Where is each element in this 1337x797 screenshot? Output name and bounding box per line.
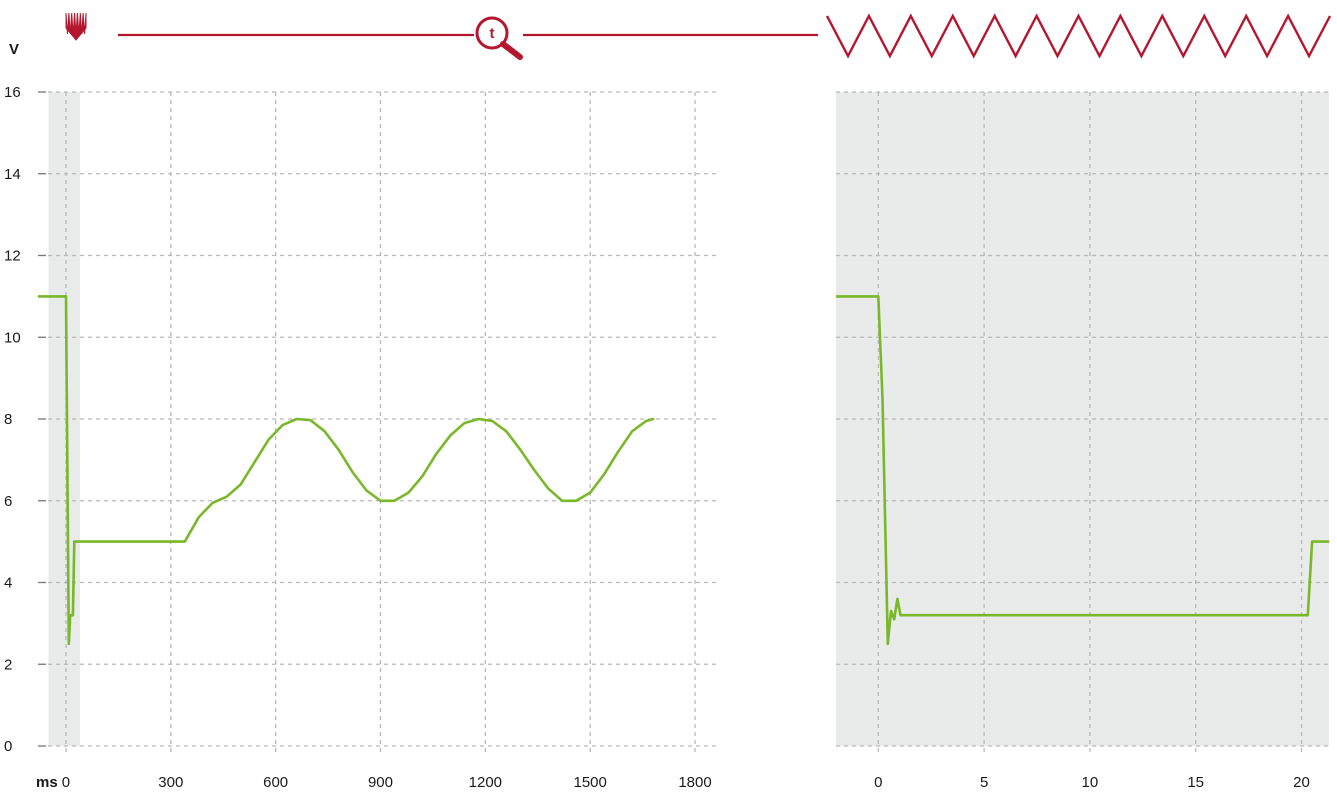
burst-pulse-icon [65, 12, 87, 41]
y-tick-label: 14 [4, 166, 21, 183]
x-tick-label: 0 [62, 774, 70, 791]
voltage-trace-1-0 [836, 295, 1329, 646]
x-tick-label: 20 [1293, 774, 1310, 791]
x-tick-label: 0 [874, 774, 882, 791]
x-tick-label: 300 [158, 774, 183, 791]
x-tick-label: 1200 [469, 774, 502, 791]
y-tick-label: 16 [4, 84, 21, 101]
zigzag-wave-icon [825, 13, 1332, 59]
y-tick-label: 0 [4, 738, 12, 755]
x-axis-label: ms [36, 774, 58, 791]
x-tick-label: 5 [980, 774, 988, 791]
y-tick-label: 12 [4, 248, 21, 265]
y-axis-label: V [9, 41, 19, 58]
x-tick-label: 600 [263, 774, 288, 791]
y-tick-label: 2 [4, 656, 12, 673]
time-zoom-magnifier-icon: t [475, 16, 523, 60]
voltage-trace-0-0 [38, 295, 655, 646]
y-tick-label: 4 [4, 575, 12, 592]
x-tick-label: 10 [1082, 774, 1099, 791]
x-tick-label: 15 [1187, 774, 1204, 791]
magnifier-ring [475, 16, 509, 50]
magnifier-letter: t [490, 25, 495, 42]
timebase-header: t [65, 12, 1332, 60]
y-tick-label: 6 [4, 493, 12, 510]
x-tick-label: 1500 [573, 774, 606, 791]
chart-right-panel: 0 5 10 15 20 [836, 91, 1329, 791]
x-tick-label: 1800 [678, 774, 711, 791]
x-tick-label: 900 [368, 774, 393, 791]
y-tick-label: 8 [4, 411, 12, 428]
chart-left-panel: 0 2 4 6 8 10 12 14 16 0 300 600 900 1200 1500 1800 Vms [4, 41, 716, 791]
y-tick-label: 10 [4, 329, 21, 346]
magnifier-handle [500, 41, 523, 60]
burst-pulse-shape [65, 12, 87, 41]
